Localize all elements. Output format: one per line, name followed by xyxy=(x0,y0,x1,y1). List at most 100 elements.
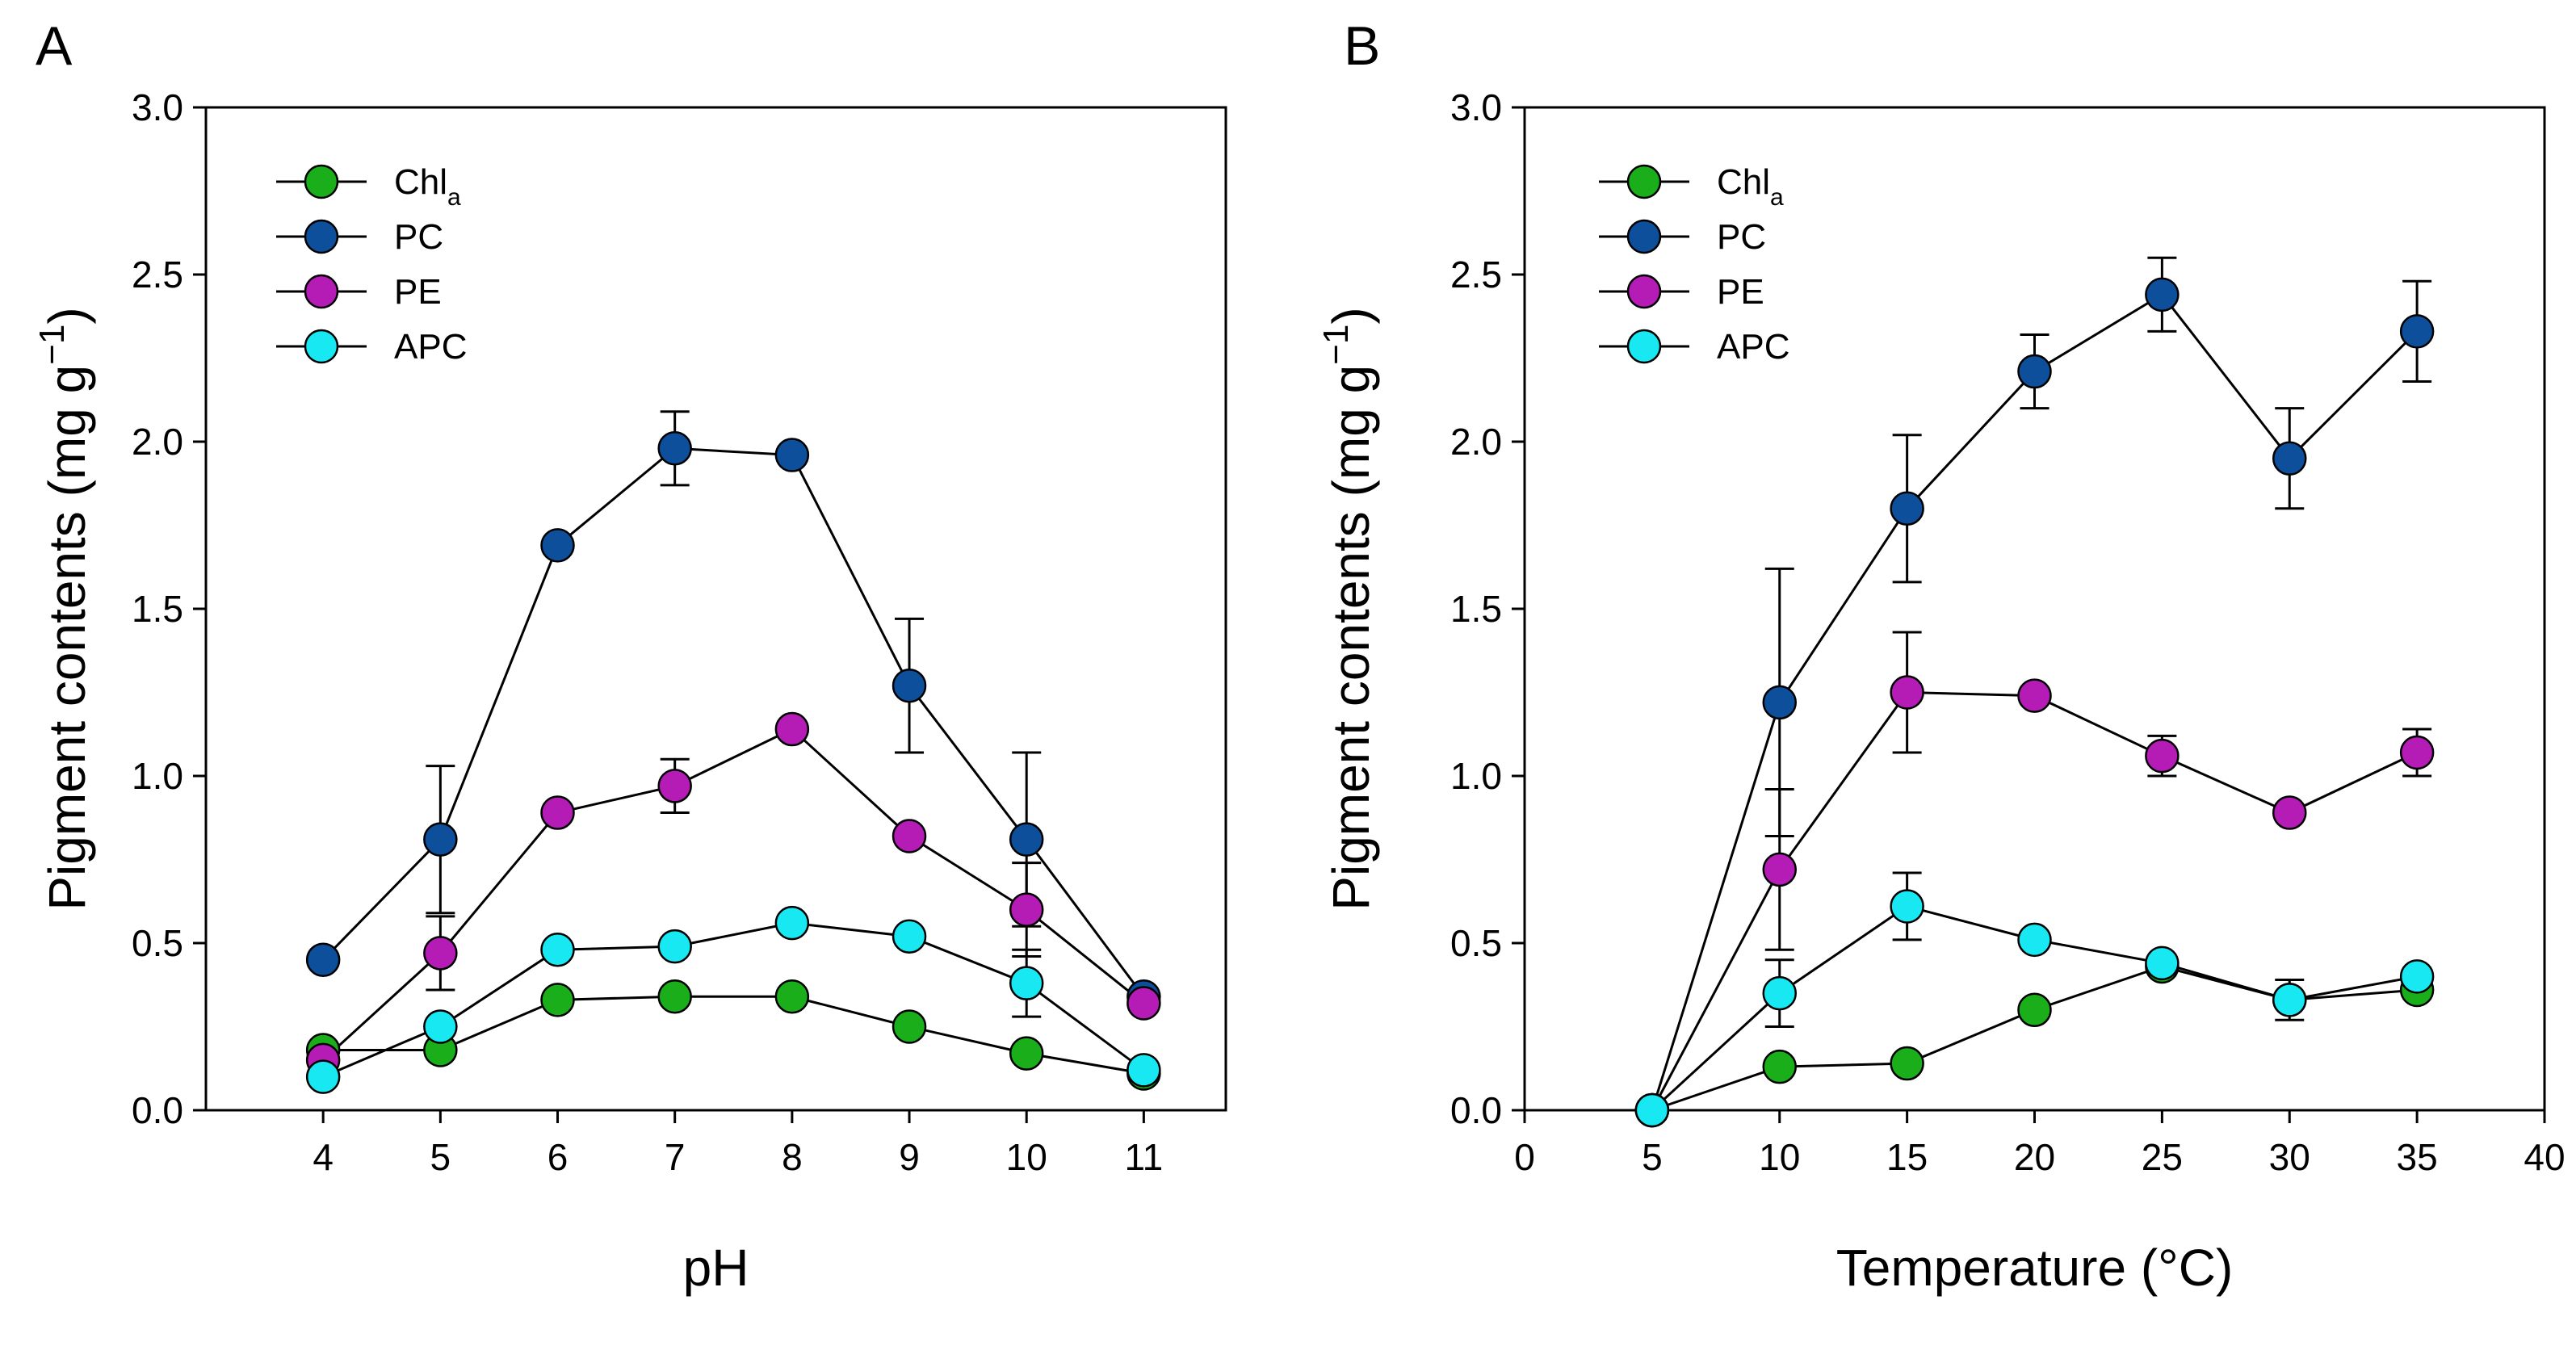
panel-b-series-pe-point xyxy=(1762,852,1797,887)
panel-a-ytick-label: 2.0 xyxy=(132,421,183,463)
panel-a-series-apc-point xyxy=(774,905,810,941)
panel-a-series-pe-point xyxy=(423,936,458,971)
panel-a-series-apc-point xyxy=(1126,1053,1161,1088)
panel-a-ytick-label: 1.0 xyxy=(132,755,183,797)
panel-b-series-pe-point xyxy=(2272,795,2307,830)
panel-b-series-pc-point xyxy=(2017,354,2052,389)
panel-a-ytick-label: 0.0 xyxy=(132,1089,183,1131)
panel-b-series-apc-point xyxy=(1890,889,1924,924)
panel-b-xtick-label: 15 xyxy=(1886,1136,1928,1178)
panel-b-ytick-label: 1.0 xyxy=(1450,755,1502,797)
panel-b: B 0.0 0.5 1.0 1.5 2.0 2.5 3.0 0 5 10 15 20 25 30 35 40 Te… xyxy=(1316,15,2566,1297)
panel-a-series-pc-line xyxy=(322,447,1145,998)
panel-a-series-pe-point xyxy=(1009,892,1044,927)
panel-b-series-pc-point xyxy=(2272,441,2307,476)
panel-b-series-pe-point xyxy=(2399,735,2435,770)
panel-a-series-pe-point xyxy=(657,769,692,803)
panel-b-series-pe-point xyxy=(1890,675,1924,710)
panel-a-legend-chla-label: Chla xyxy=(394,162,461,211)
panel-b-series-pe-point xyxy=(2145,738,2180,774)
panel-b-letter: B xyxy=(1344,15,1380,77)
panel-b-legend-pe-marker xyxy=(1626,274,1662,309)
panel-b-series-pc-point xyxy=(2399,314,2435,349)
panel-b-series-pc-point xyxy=(2145,277,2180,312)
panel-a-series-pc-point xyxy=(540,528,575,563)
panel-b-ytick-label: 0.5 xyxy=(1450,922,1502,964)
panel-b-series-apc-point xyxy=(2272,983,2307,1017)
panel-a-xtick-label: 4 xyxy=(313,1136,334,1178)
panel-a-xtick-label: 10 xyxy=(1006,1136,1047,1178)
panel-a-series-pc-point xyxy=(774,438,810,472)
panel-b-xtick-label: 30 xyxy=(2269,1136,2310,1178)
panel-b-series-apc-point xyxy=(1762,975,1797,1011)
panel-b-legend-apc-marker xyxy=(1626,329,1662,364)
panel-b-series-pe-point xyxy=(2017,678,2052,713)
panel-b-ytick-label: 3.0 xyxy=(1450,86,1502,128)
panel-b-series-pc-point xyxy=(1762,685,1797,720)
panel-a-ytick-label: 3.0 xyxy=(132,86,183,128)
panel-b-series-chla-point xyxy=(2017,992,2052,1028)
panel-a-xtick-label: 7 xyxy=(665,1136,686,1178)
panel-b-legend-pc-marker xyxy=(1626,219,1662,254)
panel-a-series-apc-point xyxy=(540,933,575,967)
panel-a-xtick-label: 8 xyxy=(782,1136,803,1178)
panel-a-legend-apc-marker xyxy=(304,329,339,364)
panel-b-ytick-label: 0.0 xyxy=(1450,1089,1502,1131)
panel-a-x-axis-title: pH xyxy=(683,1239,749,1297)
panel-b-series-apc-point xyxy=(2399,959,2435,994)
panel-b-xtick-label: 10 xyxy=(1759,1136,1800,1178)
panel-a-series-pc-point xyxy=(1009,822,1044,857)
panel-a-y-axis-title: Pigment contents (mg g−1) xyxy=(32,307,96,910)
panel-a-series-chla-point xyxy=(774,979,810,1014)
panel-a-series-apc-point xyxy=(305,1059,341,1094)
panel-a-series-pc-point xyxy=(657,431,692,466)
panel-a-series-apc-point xyxy=(657,929,692,964)
panel-a-series-chla-point xyxy=(892,1009,927,1044)
panel-b-legend-apc-label: APC xyxy=(1717,327,1789,367)
panel-a-legend-apc-label: APC xyxy=(394,327,467,367)
panel-a-xtick-label: 6 xyxy=(548,1136,568,1178)
panel-a-series-pc-point xyxy=(423,822,458,857)
panel-a: A 0.0 0.5 1.0 1.5 2.0 2.5 3.0 4 5 6 7 8 9 10 11 pH Pigmen… xyxy=(32,15,1227,1297)
panel-a-series-pe-point xyxy=(540,795,575,830)
panel-a-legend-pc-label: PC xyxy=(394,217,443,257)
panel-b-xtick-label: 25 xyxy=(2142,1136,2183,1178)
panel-a-ytick-label: 1.5 xyxy=(132,588,183,630)
panel-a-series-pc-point xyxy=(305,942,341,977)
panel-a-series-apc-line xyxy=(322,921,1145,1078)
panel-a-series-chla-point xyxy=(1009,1036,1044,1071)
panel-a-legend-pc-marker xyxy=(304,219,339,254)
panel-a-series-chla-line xyxy=(323,995,1144,1075)
panel-b-y-axis-title: Pigment contents (mg g−1) xyxy=(1316,307,1380,910)
panel-b-series-chla-point xyxy=(1762,1049,1797,1084)
panel-b-xtick-label: 40 xyxy=(2524,1136,2565,1178)
panel-b-series-apc-point xyxy=(2017,922,2052,958)
panel-b-ytick-label: 1.5 xyxy=(1450,588,1502,630)
panel-a-series-apc-point xyxy=(892,919,927,954)
panel-a-series-pe-line xyxy=(322,728,1145,1062)
panel-a-xtick-label: 11 xyxy=(1124,1136,1163,1178)
panel-b-series-apc-point xyxy=(1634,1092,1670,1128)
panel-b-legend-chla-marker xyxy=(1626,164,1662,199)
panel-b-legend-pe-label: PE xyxy=(1717,272,1764,312)
panel-a-ytick-label: 0.5 xyxy=(132,922,183,964)
panel-b-legend-chla-label: Chla xyxy=(1717,162,1784,211)
panel-a-letter: A xyxy=(36,15,73,77)
panel-a-legend-pe-marker xyxy=(304,274,339,309)
panel-b-legend-pc-label: PC xyxy=(1717,217,1766,257)
panel-a-series-chla-point xyxy=(657,979,692,1014)
panel-b-ytick-label: 2.5 xyxy=(1450,254,1502,296)
panel-a-legend-chla-marker xyxy=(304,164,339,199)
panel-a-series-chla-point xyxy=(540,983,575,1017)
panel-a-series-pe-point xyxy=(1126,986,1161,1021)
panel-b-series-chla-point xyxy=(1890,1046,1924,1081)
panel-b-x-axis-title: Temperature (°C) xyxy=(1836,1239,2234,1297)
panel-b-series-pc-point xyxy=(1890,491,1924,526)
panel-b-xtick-label: 0 xyxy=(1514,1136,1535,1178)
panel-a-series-apc-point xyxy=(1009,966,1044,1000)
panel-a-series-pe-point xyxy=(774,711,810,747)
panel-a-legend-pe-label: PE xyxy=(394,272,442,312)
panel-b-ytick-label: 2.0 xyxy=(1450,421,1502,463)
